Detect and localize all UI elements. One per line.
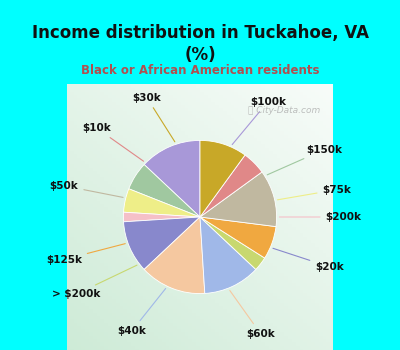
Text: $40k: $40k — [118, 288, 166, 336]
Text: $100k: $100k — [232, 97, 286, 145]
Text: $30k: $30k — [132, 93, 175, 142]
Text: $75k: $75k — [278, 184, 352, 200]
Wedge shape — [123, 212, 200, 222]
Wedge shape — [200, 217, 276, 258]
Text: $150k: $150k — [267, 145, 342, 175]
Wedge shape — [200, 217, 256, 293]
Text: $50k: $50k — [50, 181, 123, 197]
Wedge shape — [124, 189, 200, 217]
Text: $10k: $10k — [82, 123, 144, 161]
Text: $20k: $20k — [273, 248, 344, 272]
Wedge shape — [200, 172, 277, 226]
Wedge shape — [200, 217, 265, 270]
Text: ⓘ City-Data.com: ⓘ City-Data.com — [248, 106, 320, 115]
Text: $125k: $125k — [46, 244, 125, 265]
Text: $60k: $60k — [230, 290, 275, 339]
Wedge shape — [144, 217, 205, 294]
Text: Income distribution in Tuckahoe, VA
(%): Income distribution in Tuckahoe, VA (%) — [32, 23, 368, 64]
Wedge shape — [129, 164, 200, 217]
Wedge shape — [124, 217, 200, 270]
Wedge shape — [200, 155, 262, 217]
Text: Black or African American residents: Black or African American residents — [81, 64, 319, 77]
Wedge shape — [200, 140, 245, 217]
Text: > $200k: > $200k — [52, 265, 137, 299]
Wedge shape — [144, 140, 200, 217]
Text: $200k: $200k — [279, 212, 362, 222]
